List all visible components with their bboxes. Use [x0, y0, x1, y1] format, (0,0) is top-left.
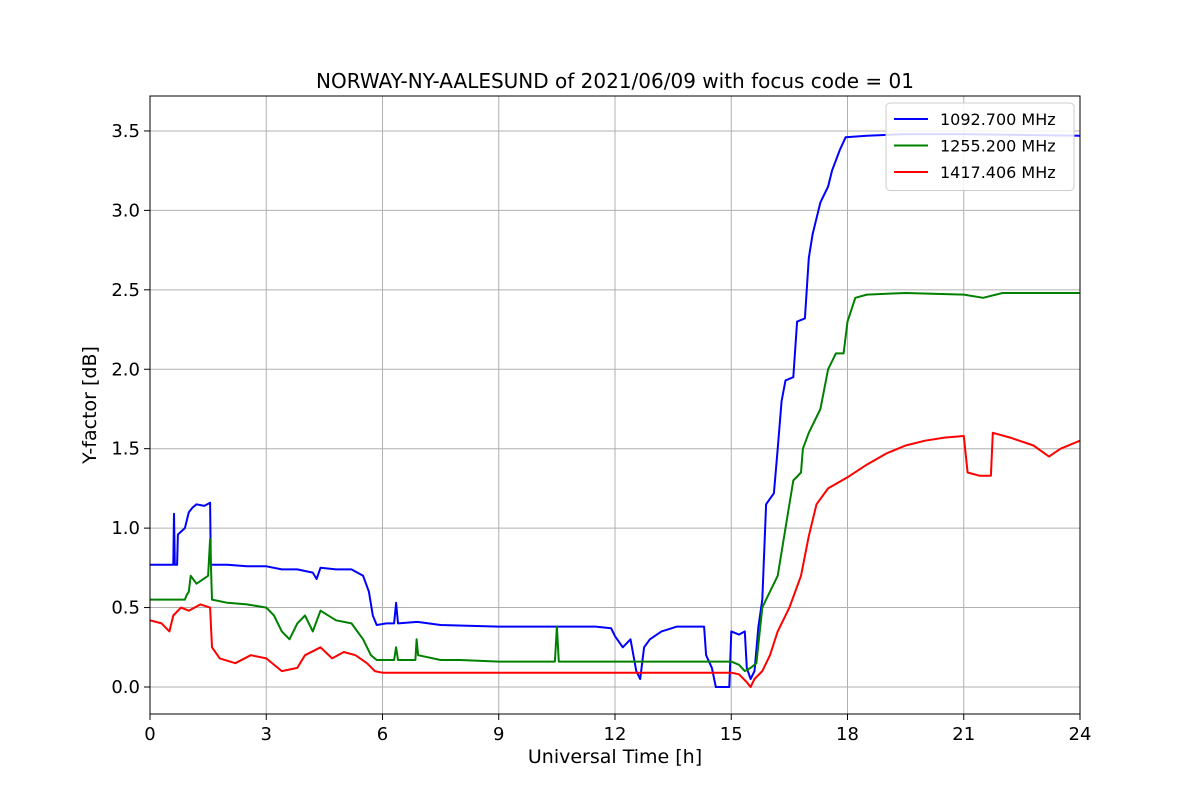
- x-tick-label: 0: [144, 724, 155, 745]
- x-tick-label: 9: [493, 724, 504, 745]
- x-tick-label: 3: [261, 724, 272, 745]
- y-tick-label: 3.5: [111, 121, 140, 142]
- y-tick-label: 1.5: [111, 439, 140, 460]
- y-tick-label: 2.0: [111, 359, 140, 380]
- x-tick-label: 24: [1069, 724, 1092, 745]
- x-tick-label: 15: [720, 724, 743, 745]
- plot-area: [150, 133, 1080, 688]
- y-axis: 0.0 0.5 1.0 1.5 2.0 2.5 3.0 3.5: [111, 121, 150, 698]
- series-line-0: [150, 133, 1080, 688]
- legend-label-2: 1417.406 MHz: [940, 163, 1056, 182]
- y-tick-label: 2.5: [111, 280, 140, 301]
- x-tick-label: 21: [952, 724, 975, 745]
- y-tick-label: 1.0: [111, 518, 140, 539]
- y-tick-label: 0.0: [111, 677, 140, 698]
- legend-label-1: 1255.200 MHz: [940, 137, 1056, 156]
- x-tick-label: 18: [836, 724, 859, 745]
- y-axis-label: Y-factor [dB]: [79, 346, 101, 465]
- series-line-2: [150, 431, 1080, 688]
- legend-label-0: 1092.700 MHz: [940, 110, 1056, 129]
- series-line-1: [150, 292, 1080, 673]
- y-tick-label: 3.0: [111, 200, 140, 221]
- series-lines: [150, 133, 1080, 688]
- grid: [149, 96, 1081, 714]
- legend-box: [885, 102, 1075, 191]
- x-tick-label: 12: [604, 724, 627, 745]
- legend: 1092.700 MHz 1255.200 MHz 1417.406 MHz: [885, 102, 1075, 191]
- y-tick-label: 0.5: [111, 598, 140, 619]
- x-tick-label: 6: [377, 724, 388, 745]
- chart-title: NORWAY-NY-AALESUND of 2021/06/09 with fo…: [316, 69, 914, 93]
- x-axis-label: Universal Time [h]: [528, 746, 702, 768]
- x-axis: 0 3 6 9 12 15 18 21 24: [144, 714, 1091, 745]
